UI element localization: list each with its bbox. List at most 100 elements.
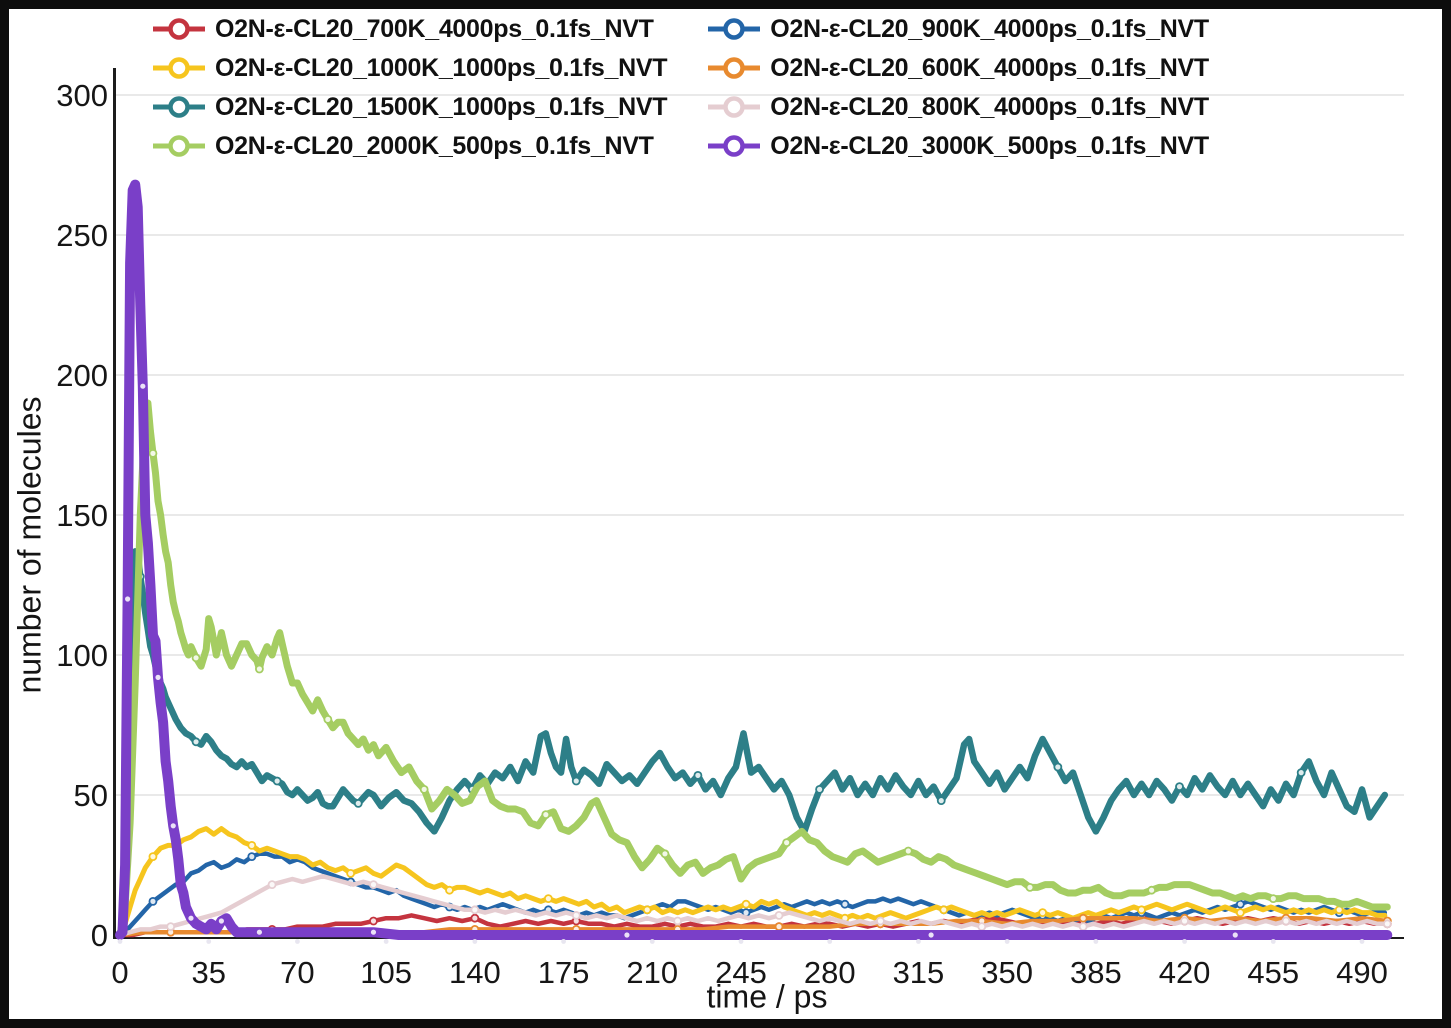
series-marker [138,381,148,391]
series-line-O2N-ε-CL20_2000K_500ps_0.1fs_NVT [116,399,1391,939]
x-tick-label: 385 [1070,955,1122,990]
series-marker [255,927,264,937]
x-tick-label: 245 [715,955,767,990]
series-marker [1382,919,1392,929]
legend-marker-icon [708,96,761,118]
x-tick-dot [649,939,655,944]
y-tick-label: 200 [56,358,108,393]
series-marker [977,922,987,931]
x-tick-label: 70 [280,955,314,990]
series-marker [571,911,581,920]
series-marker [1235,899,1245,909]
series-marker [622,930,632,940]
series-marker [148,852,158,861]
series-marker [1053,762,1063,772]
series-marker [153,673,163,682]
series-marker [148,897,158,906]
legend-marker-icon [153,18,205,40]
series-marker [247,841,257,850]
x-tick-dot [383,939,389,944]
series-marker [369,880,378,889]
y-tick-label: 0 [91,918,108,953]
series-marker [774,911,784,920]
x-tick-dot [206,939,212,944]
series-marker [166,922,176,931]
legend-item: O2N-ε-CL20_600K_4000ps_0.1fs_NVT [705,51,1209,85]
legend-label: O2N-ε-CL20_3000K_500ps_0.1fs_NVT [770,131,1209,160]
series-line-O2N-ε-CL20_1500K_1000ps_0.1fs_NVT [116,548,1389,939]
x-tick-label: 0 [111,955,128,990]
legend-label: O2N-ε-CL20_2000K_500ps_0.1fs_NVT [215,131,654,160]
legend-label: O2N-ε-CL20_600K_4000ps_0.1fs_NVT [770,53,1209,82]
series-marker [445,885,454,895]
series-marker [353,799,363,808]
legend-item: O2N-ε-CL20_1000K_1000ps_0.1fs_NVT [150,51,668,85]
series-marker [903,846,913,856]
x-tick-label: 210 [626,955,678,990]
series-marker [369,916,378,926]
series-marker [191,737,201,747]
x-tick-dot [472,939,478,944]
series-marker [1281,916,1291,926]
x-tick-dot [738,939,744,944]
x-tick-dot [1359,939,1365,944]
series-marker [774,922,784,931]
series-marker [1175,782,1184,791]
legend-label: O2N-ε-CL20_1500K_1000ps_0.1fs_NVT [215,92,668,121]
series-marker [1137,905,1146,915]
x-tick-dot [117,939,123,944]
x-tick-label: 280 [804,955,856,990]
series-marker [926,930,936,940]
series-marker [876,916,885,926]
y-tick-label: 100 [56,638,108,673]
series-marker [1147,885,1157,895]
series-marker [840,899,850,909]
x-tick-dot [1270,939,1276,944]
series-marker [782,838,792,847]
legend-label: O2N-ε-CL20_900K_4000ps_0.1fs_NVT [770,14,1209,43]
legend-item: O2N-ε-CL20_3000K_500ps_0.1fs_NVT [705,129,1209,163]
series-marker [191,653,201,663]
series-marker [247,852,257,861]
x-tick-dot [561,939,566,944]
series-marker [1038,908,1048,917]
series-marker [419,785,429,794]
series-marker [815,785,824,794]
series-marker [1078,922,1088,931]
series-marker [470,905,480,915]
series-marker [346,869,356,878]
series-marker [148,448,158,458]
legend: O2N-ε-CL20_700K_4000ps_0.1fs_NVT O2N-ε-CL… [150,12,1209,163]
x-tick-label: 490 [1336,955,1388,990]
legend-marker-icon [153,96,205,118]
series-marker [1296,768,1306,777]
series-marker [1230,930,1240,940]
series-marker [470,913,480,923]
series-marker [741,899,751,909]
x-tick-label: 315 [893,955,945,990]
series-marker [123,594,133,604]
series-marker [267,880,277,889]
legend-marker-icon [708,18,761,40]
x-tick-dot [1004,939,1010,944]
series-marker [543,894,553,903]
series-marker [541,810,551,819]
x-tick-dot [827,939,833,944]
x-tick-label: 175 [538,955,590,990]
series-marker [1235,908,1245,917]
x-axis-title: time / ps [706,978,828,1015]
series-marker [693,771,703,780]
legend-marker-icon [708,135,761,157]
x-tick-label: 35 [191,955,225,990]
legend-item: O2N-ε-CL20_2000K_500ps_0.1fs_NVT [150,129,667,163]
legend-marker-icon [708,57,761,79]
series-marker [660,849,670,859]
legend-marker-icon [153,135,205,157]
y-tick-label: 250 [56,218,108,253]
legend-item: O2N-ε-CL20_700K_4000ps_0.1fs_NVT [150,12,667,46]
y-tick-label: 150 [56,498,108,533]
x-tick-label: 105 [360,955,412,990]
legend-label: O2N-ε-CL20_1000K_1000ps_0.1fs_NVT [215,53,668,82]
